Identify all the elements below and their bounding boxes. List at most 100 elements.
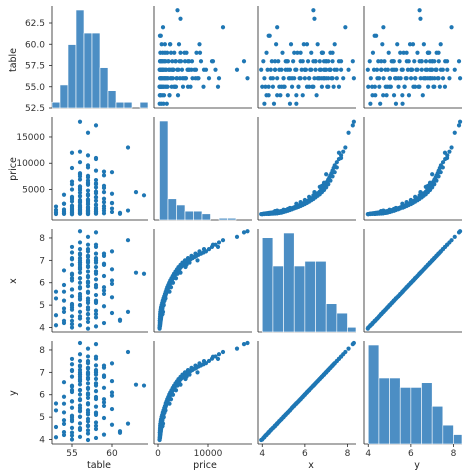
scatter-point xyxy=(307,76,312,81)
scatter-point xyxy=(300,93,305,98)
scatter-point xyxy=(430,172,435,177)
scatter-point xyxy=(332,42,337,47)
scatter-point xyxy=(77,276,83,281)
scatter-point xyxy=(313,381,318,386)
scatter-point xyxy=(432,59,437,64)
scatter-point xyxy=(178,50,183,55)
scatter-point xyxy=(197,363,203,368)
scatter-point xyxy=(185,84,191,89)
hist-bar-table xyxy=(75,9,85,109)
scatter-point xyxy=(298,76,303,81)
scatter-point xyxy=(372,84,377,89)
scatter-point xyxy=(173,59,178,64)
y-tick-label-y: 5 xyxy=(39,413,45,423)
scatter-point xyxy=(53,408,59,413)
scatter-point xyxy=(69,415,75,420)
scatter-point xyxy=(277,67,282,72)
hist-bar-x xyxy=(304,260,316,333)
scatter-point xyxy=(85,365,91,370)
scatter-point xyxy=(69,256,75,261)
scatter-point xyxy=(440,67,445,72)
scatter-point xyxy=(440,165,445,170)
scatter-point xyxy=(216,240,222,245)
scatter-point xyxy=(77,270,83,275)
scatter-point xyxy=(408,76,414,81)
scatter-point xyxy=(109,406,115,412)
scatter-point xyxy=(415,67,420,72)
hist-bar-y xyxy=(431,405,444,445)
scatter-point xyxy=(175,8,180,13)
scatter-point xyxy=(157,318,163,323)
scatter-point xyxy=(400,93,405,98)
y-tick-label-y: 6 xyxy=(39,391,45,401)
scatter-point xyxy=(404,200,409,205)
scatter-point xyxy=(161,303,166,308)
scatter-point xyxy=(61,268,67,273)
scatter-point xyxy=(404,285,409,290)
scatter-point xyxy=(326,177,331,183)
scatter-point xyxy=(275,25,280,30)
scatter-point xyxy=(85,188,91,193)
scatter-point xyxy=(372,33,377,38)
scatter-point xyxy=(61,421,67,426)
scatter-point xyxy=(101,196,107,201)
scatter-point xyxy=(294,101,299,106)
scatter-point xyxy=(53,323,59,328)
x-tick-label-y: 4 xyxy=(365,449,371,459)
scatter-point xyxy=(189,368,195,373)
scatter-point xyxy=(125,309,131,314)
scatter-point xyxy=(77,388,83,393)
scatter-point xyxy=(241,59,247,64)
scatter-point xyxy=(159,42,164,47)
scatter-point xyxy=(77,193,83,198)
scatter-point xyxy=(321,180,327,185)
scatter-point xyxy=(69,356,75,362)
y-tick-label-table: 55.0 xyxy=(25,83,45,93)
scatter-point xyxy=(61,309,67,314)
y-tick-label-y: 4 xyxy=(39,436,45,446)
scatter-point xyxy=(61,430,67,435)
scatter-point xyxy=(402,84,407,89)
scatter-point xyxy=(338,59,344,64)
scatter-point xyxy=(61,207,67,212)
scatter-point xyxy=(69,294,75,299)
hist-bar-y xyxy=(421,382,433,445)
scatter-point xyxy=(101,169,107,174)
scatter-point xyxy=(93,198,99,203)
scatter-point xyxy=(400,67,405,72)
panel-x-vs-table xyxy=(51,229,148,333)
scatter-point xyxy=(167,401,172,406)
scatter-point xyxy=(336,84,342,89)
scatter-point xyxy=(456,59,462,64)
scatter-point xyxy=(175,93,181,98)
scatter-point xyxy=(366,84,371,89)
scatter-point xyxy=(93,423,99,428)
scatter-point xyxy=(281,76,286,81)
scatter-point xyxy=(338,155,344,161)
scatter-point xyxy=(275,93,280,98)
scatter-point xyxy=(77,184,83,189)
hist-bar-table xyxy=(51,101,61,109)
scatter-point xyxy=(183,76,188,81)
scatter-point xyxy=(456,123,462,128)
scatter-point xyxy=(442,150,448,155)
scatter-point xyxy=(157,93,162,98)
scatter-point xyxy=(77,426,83,431)
scatter-point xyxy=(457,76,463,81)
scatter-point xyxy=(101,251,107,256)
scatter-point xyxy=(167,93,172,98)
scatter-point xyxy=(93,206,99,212)
scatter-point xyxy=(109,378,115,384)
scatter-point xyxy=(436,251,441,256)
hist-bar-x xyxy=(347,326,357,333)
scatter-point xyxy=(77,397,83,402)
scatter-point xyxy=(77,160,83,165)
scatter-point xyxy=(164,101,169,106)
scatter-point xyxy=(101,403,107,409)
scatter-point xyxy=(77,280,83,285)
scatter-point xyxy=(343,145,348,150)
scatter-point xyxy=(395,42,400,47)
panel-table-vs-price xyxy=(153,6,252,109)
scatter-point xyxy=(410,42,416,47)
scatter-point xyxy=(287,76,293,81)
